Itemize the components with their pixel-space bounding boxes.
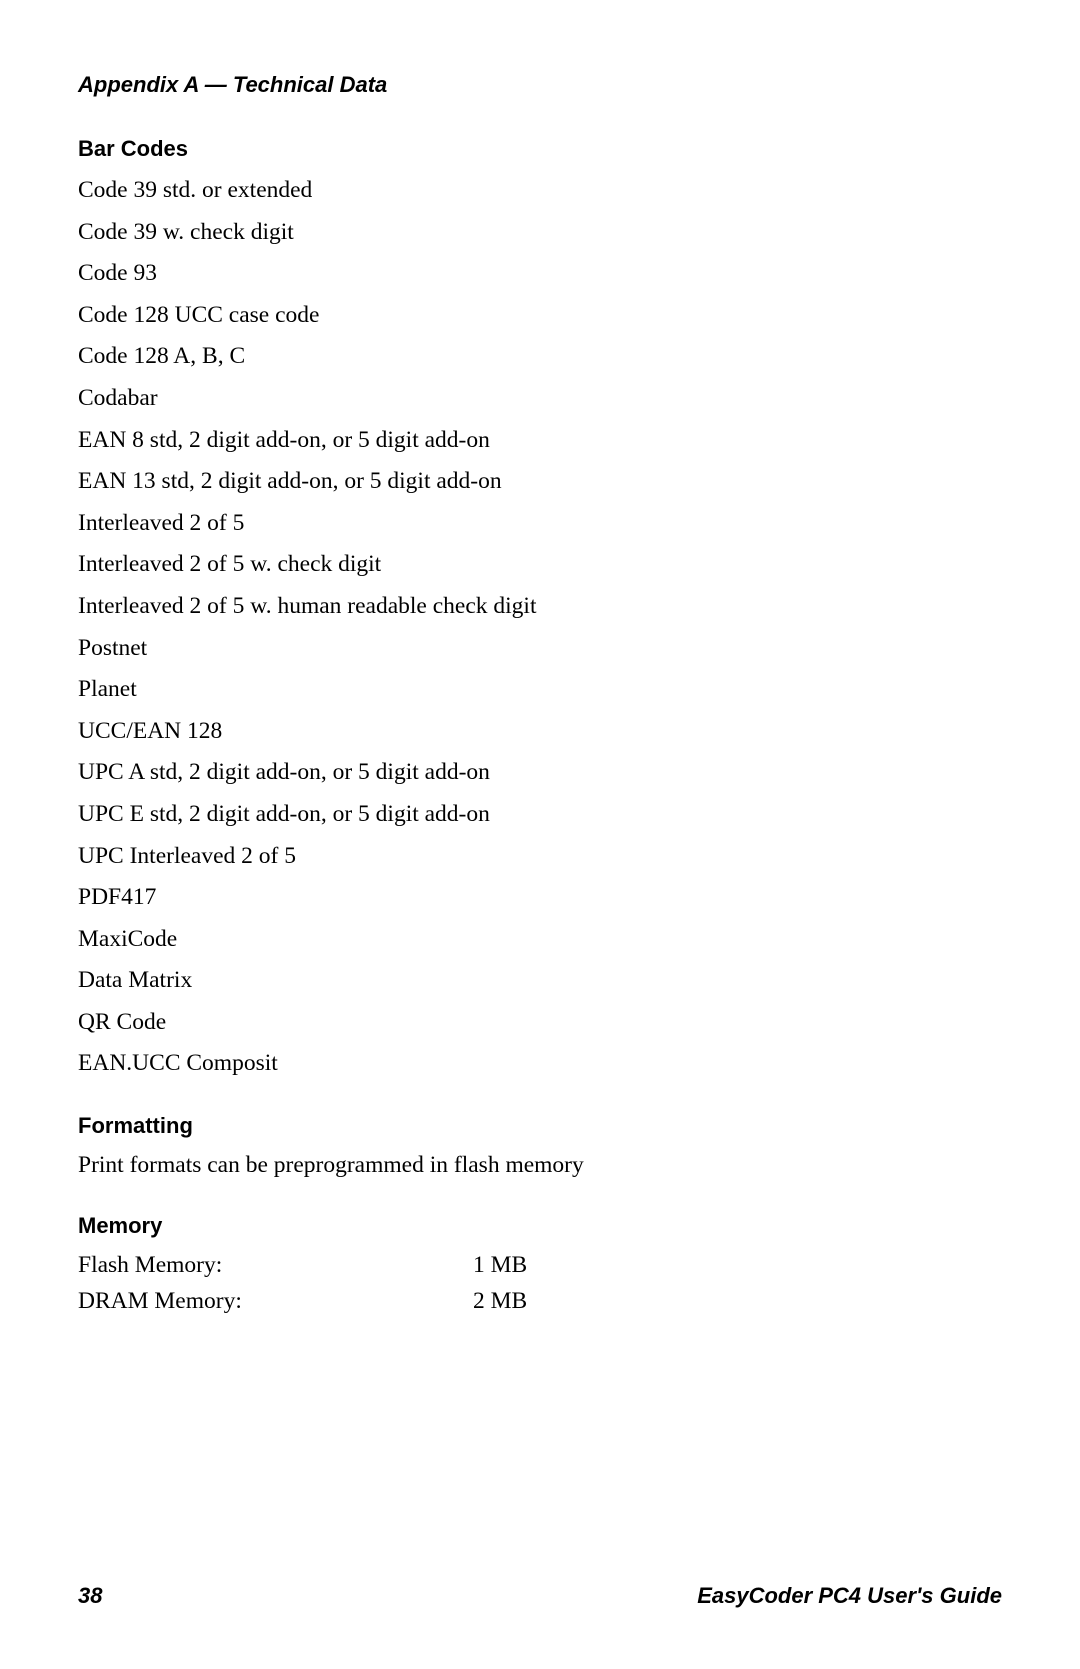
barcode-item: QR Code: [78, 1002, 1002, 1044]
memory-section: Memory Flash Memory:1 MBDRAM Memory:2 MB: [78, 1213, 1002, 1320]
memory-heading: Memory: [78, 1213, 1002, 1239]
appendix-title: Appendix A — Technical Data: [78, 72, 1002, 98]
barcode-item: Planet: [78, 669, 1002, 711]
formatting-text: Print formats can be preprogrammed in fl…: [78, 1147, 1002, 1185]
memory-label: Flash Memory:: [78, 1247, 473, 1283]
memory-label: DRAM Memory:: [78, 1283, 473, 1319]
barcode-item: UPC Interleaved 2 of 5: [78, 836, 1002, 878]
page-number: 38: [78, 1583, 102, 1609]
guide-name: EasyCoder PC4 User's Guide: [697, 1583, 1002, 1609]
barcodes-heading: Bar Codes: [78, 136, 1002, 162]
memory-row: DRAM Memory:2 MB: [78, 1283, 1002, 1319]
barcode-item: UPC A std, 2 digit add-on, or 5 digit ad…: [78, 752, 1002, 794]
barcode-item: Code 39 std. or extended: [78, 170, 1002, 212]
barcode-item: Code 128 A, B, C: [78, 336, 1002, 378]
barcode-item: EAN 13 std, 2 digit add-on, or 5 digit a…: [78, 461, 1002, 503]
barcode-item: Postnet: [78, 628, 1002, 670]
barcode-item: Data Matrix: [78, 960, 1002, 1002]
formatting-section: Formatting Print formats can be preprogr…: [78, 1113, 1002, 1185]
formatting-heading: Formatting: [78, 1113, 1002, 1139]
page-footer: 38 EasyCoder PC4 User's Guide: [78, 1583, 1002, 1609]
barcode-item: EAN.UCC Composit: [78, 1043, 1002, 1085]
barcode-item: Code 128 UCC case code: [78, 295, 1002, 337]
barcode-item: Interleaved 2 of 5: [78, 503, 1002, 545]
barcode-item: Code 39 w. check digit: [78, 212, 1002, 254]
memory-value: 2 MB: [473, 1283, 527, 1319]
memory-table: Flash Memory:1 MBDRAM Memory:2 MB: [78, 1247, 1002, 1320]
barcodes-list: Code 39 std. or extendedCode 39 w. check…: [78, 170, 1002, 1085]
barcode-item: Codabar: [78, 378, 1002, 420]
memory-value: 1 MB: [473, 1247, 527, 1283]
barcode-item: UCC/EAN 128: [78, 711, 1002, 753]
barcode-item: MaxiCode: [78, 919, 1002, 961]
barcode-item: PDF417: [78, 877, 1002, 919]
memory-row: Flash Memory:1 MB: [78, 1247, 1002, 1283]
barcode-item: UPC E std, 2 digit add-on, or 5 digit ad…: [78, 794, 1002, 836]
barcode-item: EAN 8 std, 2 digit add-on, or 5 digit ad…: [78, 420, 1002, 462]
barcode-item: Interleaved 2 of 5 w. human readable che…: [78, 586, 1002, 628]
barcode-item: Code 93: [78, 253, 1002, 295]
barcode-item: Interleaved 2 of 5 w. check digit: [78, 544, 1002, 586]
barcodes-section: Bar Codes Code 39 std. or extendedCode 3…: [78, 136, 1002, 1085]
